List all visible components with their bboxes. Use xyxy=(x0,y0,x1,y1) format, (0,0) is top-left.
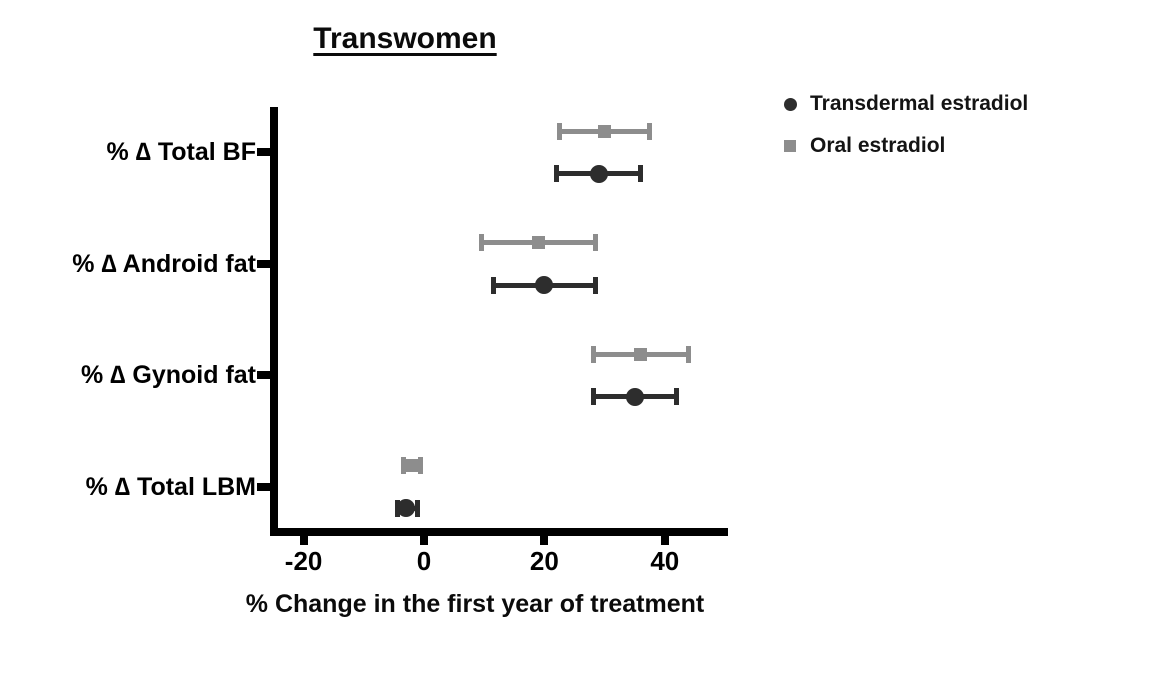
marker-circle xyxy=(396,499,415,517)
x-tick xyxy=(299,536,308,545)
y-tick xyxy=(257,148,270,156)
marker-circle xyxy=(589,164,608,183)
x-tick-label: 0 xyxy=(416,546,432,576)
category-label: % ∆ Gynoid fat xyxy=(80,361,256,389)
x-axis-line xyxy=(270,528,728,536)
y-tick xyxy=(257,482,270,491)
x-tick-label: 20 xyxy=(529,546,559,576)
category-label: % ∆ Android fat xyxy=(72,249,256,278)
marker-square xyxy=(598,124,612,138)
category-label: % ∆ Total BF xyxy=(106,138,256,166)
marker-square xyxy=(634,347,648,361)
error-bar-cap xyxy=(414,499,420,517)
marker-circle xyxy=(535,276,554,294)
error-bar-cap xyxy=(557,122,563,140)
legend-circle-icon xyxy=(784,97,797,111)
x-tick-label: 40 xyxy=(650,546,680,576)
error-bar-cap xyxy=(592,276,598,294)
error-bar-cap xyxy=(673,388,679,405)
error-bar-cap xyxy=(637,165,643,182)
legend: Transdermal estradiol Oral estradiol xyxy=(778,90,1148,190)
error-bar-cap xyxy=(400,457,406,474)
error-bar-cap xyxy=(479,234,485,251)
x-tick xyxy=(660,536,669,545)
x-tick xyxy=(540,536,549,545)
marker-square xyxy=(531,236,545,249)
x-axis-title: % Change in the first year of treatment xyxy=(245,590,705,618)
y-axis-line xyxy=(270,107,278,536)
legend-label: Oral estradiol xyxy=(810,134,946,157)
marker-circle xyxy=(625,387,644,406)
error-bar-cap xyxy=(554,165,560,182)
error-bar-cap xyxy=(590,345,596,363)
error-bar-cap xyxy=(592,234,598,251)
error-bar-cap xyxy=(417,457,423,474)
legend-label: Transdermal estradiol xyxy=(810,92,1029,115)
chart-title: Transwomen xyxy=(313,22,497,55)
marker-square xyxy=(405,459,419,472)
legend-square-icon xyxy=(784,140,796,152)
error-bar-cap xyxy=(590,388,596,405)
category-label: % ∆ Total LBM xyxy=(85,472,256,501)
x-tick xyxy=(420,536,428,545)
error-bar-cap xyxy=(491,276,497,294)
y-tick xyxy=(257,259,270,268)
y-tick xyxy=(257,371,270,379)
x-tick-label: -20 xyxy=(284,546,323,576)
error-bar-cap xyxy=(646,122,652,140)
legend-item: Oral estradiol xyxy=(778,132,1148,160)
error-bar-cap xyxy=(685,345,691,363)
legend-item: Transdermal estradiol xyxy=(778,90,1148,118)
